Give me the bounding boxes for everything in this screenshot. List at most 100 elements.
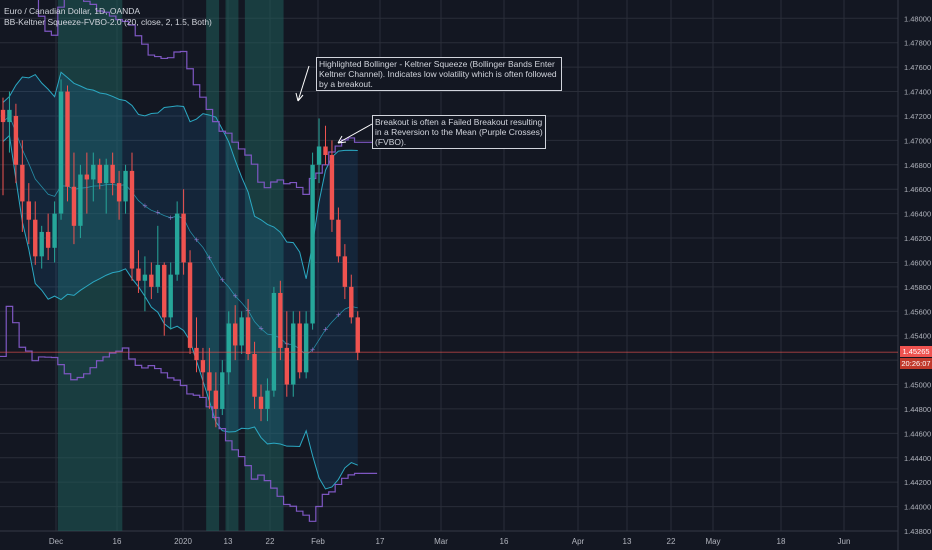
candle-body: [58, 91, 64, 214]
candle-body: [52, 213, 57, 248]
candle-body: [187, 262, 193, 348]
candle-body: [13, 115, 19, 165]
candle-body: [297, 323, 302, 373]
y-tick-label: 1.47000: [904, 136, 931, 145]
candle-body: [136, 268, 141, 281]
candle-body: [349, 286, 354, 318]
indicator-title[interactable]: BB-Keltner Squeeze-FVBO-2.0 (20, close, …: [4, 17, 212, 27]
candle-body: [65, 91, 70, 187]
symbol-title[interactable]: Euro / Canadian Dollar, 1D, OANDA: [4, 6, 141, 16]
candle-body: [20, 164, 25, 202]
candle-body: [220, 372, 225, 409]
x-tick-label: May: [705, 537, 720, 546]
countdown-tag: 20:26:07: [900, 358, 932, 369]
squeeze-highlight: [244, 0, 284, 531]
annotation-fvbo-note[interactable]: Breakout is often a Failed Breakout resu…: [372, 115, 546, 149]
mean-cross-marker: +: [232, 292, 238, 300]
x-tick-label: Dec: [49, 537, 63, 546]
y-tick-label: 1.47800: [904, 39, 931, 48]
candle-body: [303, 323, 309, 373]
candle-body: [278, 292, 283, 348]
candle-body: [200, 360, 206, 373]
candle-body: [71, 186, 77, 226]
x-tick-label: Apr: [572, 537, 585, 546]
candle-body: [7, 109, 12, 123]
candle-body: [245, 317, 251, 354]
candle-body: [142, 274, 148, 281]
candle-body: [91, 164, 96, 180]
candle-body: [33, 219, 38, 257]
candle-body: [168, 274, 173, 318]
candle-body: [123, 170, 128, 202]
y-tick-label: 1.45800: [904, 283, 931, 292]
candle-body: [104, 164, 109, 184]
candle-body: [162, 264, 167, 318]
keltner-lower: [0, 305, 361, 522]
x-tick-label: Jun: [838, 537, 851, 546]
x-tick-label: 17: [376, 537, 385, 546]
candle-body: [323, 146, 328, 156]
fvbo-arrow: [337, 123, 373, 144]
candle-body: [78, 174, 83, 226]
y-tick-label: 1.44200: [904, 478, 931, 487]
candle-body: [355, 317, 360, 353]
mean-cross-marker: +: [310, 346, 316, 354]
candle-body: [116, 183, 122, 202]
squeeze-arrow: [295, 65, 310, 102]
candle-body: [265, 390, 270, 409]
candle-body: [316, 146, 322, 165]
x-tick-label: Mar: [434, 537, 448, 546]
candle-body: [336, 219, 341, 257]
y-tick-label: 1.46200: [904, 234, 931, 243]
x-tick-label: Feb: [311, 537, 325, 546]
annotation-squeeze-note[interactable]: Highlighted Bollinger - Keltner Squeeze …: [316, 57, 562, 91]
y-tick-label: 1.47600: [904, 63, 931, 72]
mean-cross-marker: +: [258, 325, 264, 333]
candle-body: [233, 323, 238, 346]
y-tick-label: 1.44800: [904, 405, 931, 414]
y-tick-label: 1.45400: [904, 332, 931, 341]
keltner-upper: [37, 0, 361, 195]
mean-cross-marker: +: [335, 311, 341, 319]
y-tick-label: 1.46600: [904, 185, 931, 194]
candle-body: [194, 347, 199, 361]
candle-body: [239, 317, 244, 346]
mean-cross-marker: +: [206, 254, 212, 262]
y-tick-label: 1.44400: [904, 454, 931, 463]
candle-body: [110, 164, 115, 184]
y-tick-label: 1.44600: [904, 429, 931, 438]
candle-body: [284, 347, 289, 385]
y-tick-label: 1.46400: [904, 210, 931, 219]
candle-body: [155, 264, 160, 287]
candle-body: [207, 372, 212, 391]
y-tick-label: 1.48000: [904, 14, 931, 23]
x-tick-label: 13: [623, 537, 632, 546]
candle-body: [310, 164, 315, 324]
mean-cross-marker: +: [323, 326, 329, 334]
y-tick-label: 1.46000: [904, 258, 931, 267]
candle-body: [271, 292, 277, 391]
mean-cross-marker: +: [142, 202, 148, 210]
y-tick-label: 1.44000: [904, 503, 931, 512]
last-price-tag: 1.45265: [900, 346, 932, 357]
candle-body: [174, 213, 180, 275]
candle-body: [84, 174, 90, 180]
candle-body: [39, 231, 44, 257]
candle-body: [213, 390, 219, 409]
y-tick-label: 1.45600: [904, 307, 931, 316]
x-tick-label: 18: [777, 537, 786, 546]
x-tick-label: 13: [224, 537, 233, 546]
y-tick-label: 1.45000: [904, 381, 931, 390]
x-tick-label: 16: [113, 537, 122, 546]
squeeze-highlight: [57, 0, 123, 531]
x-tick-label: 22: [266, 537, 275, 546]
bollinger-upper: [2, 71, 358, 279]
mean-cross-marker: +: [194, 236, 200, 244]
candle-body: [252, 354, 257, 397]
candle-body: [342, 256, 348, 287]
y-tick-label: 1.47200: [904, 112, 931, 121]
mean-cross-marker: +: [155, 209, 161, 217]
y-tick-label: 1.46800: [904, 161, 931, 170]
candle-body: [45, 231, 51, 248]
